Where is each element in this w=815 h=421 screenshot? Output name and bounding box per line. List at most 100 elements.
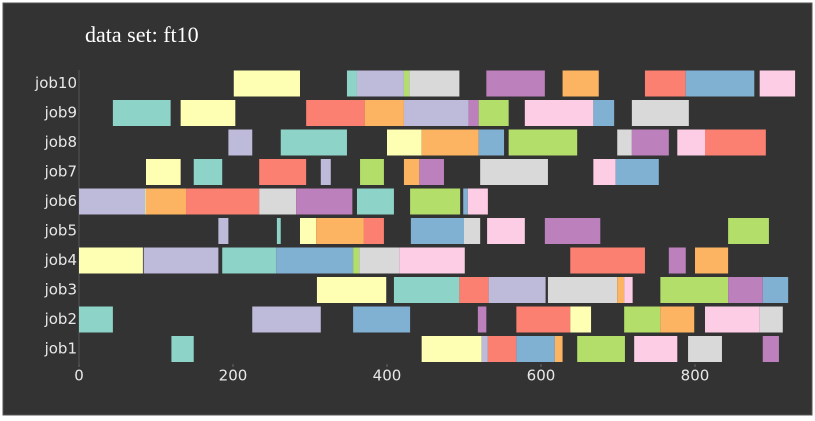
task-bar xyxy=(280,129,347,156)
task-bar xyxy=(403,159,420,185)
task-bar xyxy=(508,129,578,156)
task-bar xyxy=(112,100,171,126)
task-bar xyxy=(617,129,632,156)
task-bar xyxy=(478,100,509,126)
y-tick-label: job10 xyxy=(34,74,77,92)
task-bar xyxy=(759,70,796,97)
task-bar xyxy=(467,188,488,215)
task-bar xyxy=(480,159,548,185)
task-bar xyxy=(695,247,729,274)
task-bar xyxy=(180,100,236,126)
task-bar xyxy=(421,129,479,156)
task-bar xyxy=(145,159,181,185)
task-bar xyxy=(419,159,444,185)
task-bar xyxy=(252,306,321,333)
task-bar xyxy=(593,100,615,126)
task-bar xyxy=(486,70,545,97)
task-bar xyxy=(259,159,307,185)
task-bar xyxy=(762,277,789,303)
task-bar xyxy=(410,218,464,244)
task-bar xyxy=(360,159,384,185)
task-bar xyxy=(570,247,645,274)
task-bar xyxy=(171,336,194,362)
y-tick-label: job7 xyxy=(44,163,77,181)
task-bar xyxy=(516,306,571,333)
task-bar xyxy=(228,129,253,156)
task-bar xyxy=(547,277,618,303)
task-bar xyxy=(577,336,625,362)
x-tick-label: 800 xyxy=(681,367,710,385)
task-bar xyxy=(477,306,487,333)
task-bar xyxy=(387,129,422,156)
task-bar xyxy=(143,247,219,274)
task-bar xyxy=(359,247,400,274)
task-bar xyxy=(399,247,465,274)
task-bar xyxy=(463,188,468,215)
task-bar xyxy=(562,70,599,97)
y-tick-label: job8 xyxy=(44,133,77,151)
task-bar xyxy=(222,247,277,274)
y-tick-label: job4 xyxy=(44,251,77,269)
task-bar xyxy=(759,306,783,333)
task-bar xyxy=(570,306,592,333)
task-bar xyxy=(353,306,411,333)
task-bar xyxy=(487,218,525,244)
task-bar xyxy=(403,70,410,97)
x-tick-label: 600 xyxy=(527,367,556,385)
task-bar xyxy=(728,218,769,244)
task-bar xyxy=(393,277,460,303)
task-bar xyxy=(145,188,146,215)
task-bar xyxy=(356,70,404,97)
y-tick-label: job3 xyxy=(44,281,77,299)
task-bar xyxy=(644,70,686,97)
task-bar xyxy=(276,247,354,274)
task-bar xyxy=(296,188,353,215)
task-bar xyxy=(705,306,760,333)
task-bar xyxy=(668,247,686,274)
task-bar xyxy=(524,100,594,126)
y-tick-label: job1 xyxy=(44,340,77,358)
task-bar xyxy=(186,188,260,215)
task-bar xyxy=(660,277,729,303)
task-bar xyxy=(403,100,469,126)
task-bar xyxy=(233,70,300,97)
task-bar xyxy=(516,336,555,362)
task-bar xyxy=(615,159,659,185)
chart-title: data set: ft10 xyxy=(85,22,199,47)
task-bar xyxy=(353,247,360,274)
task-bar xyxy=(346,70,357,97)
task-bar xyxy=(728,277,763,303)
task-bar xyxy=(624,277,633,303)
task-bar xyxy=(487,336,517,362)
x-tick-label: 0 xyxy=(74,367,84,385)
task-bar xyxy=(363,218,384,244)
y-tick-label: job9 xyxy=(44,104,77,122)
task-bar xyxy=(459,277,489,303)
task-bar xyxy=(631,129,669,156)
task-bar xyxy=(705,129,766,156)
task-bar xyxy=(218,218,229,244)
task-bar xyxy=(356,188,394,215)
task-bar xyxy=(79,306,113,333)
x-tick-label: 400 xyxy=(373,367,402,385)
task-bar xyxy=(660,306,695,333)
x-tick-label: 200 xyxy=(219,367,248,385)
task-bar xyxy=(478,129,505,156)
task-bar xyxy=(320,159,331,185)
task-bar xyxy=(145,188,187,215)
task-bar xyxy=(421,336,482,362)
task-bar xyxy=(409,70,460,97)
task-bar xyxy=(677,129,706,156)
task-bar xyxy=(488,277,546,303)
task-bar xyxy=(762,336,779,362)
task-bar xyxy=(634,336,678,362)
task-bar xyxy=(316,277,387,303)
task-bar xyxy=(276,218,281,244)
task-bar xyxy=(299,218,317,244)
task-bar xyxy=(306,100,365,126)
task-bar xyxy=(688,336,722,362)
task-bar xyxy=(193,159,223,185)
y-tick-label: job2 xyxy=(44,310,77,328)
task-bar xyxy=(259,188,297,215)
